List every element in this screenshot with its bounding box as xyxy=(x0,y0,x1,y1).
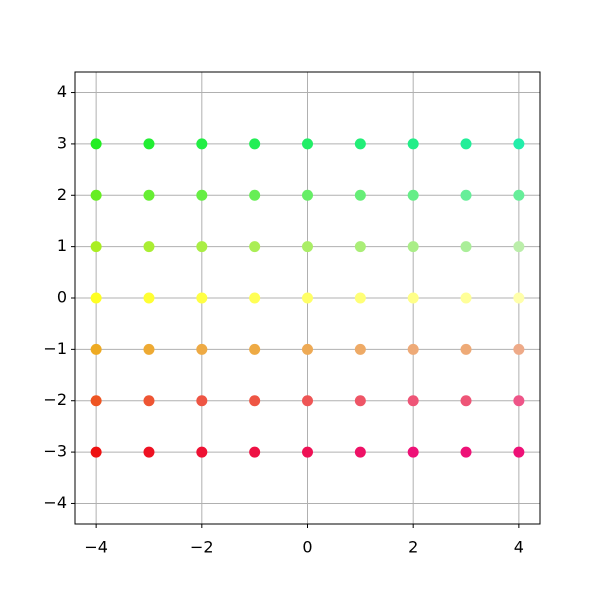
scatter-point xyxy=(249,343,261,355)
scatter-point xyxy=(513,446,525,458)
scatter-point xyxy=(460,138,472,150)
scatter-point xyxy=(302,138,313,150)
scatter-point xyxy=(407,189,419,201)
scatter-point xyxy=(90,446,102,458)
scatter-point xyxy=(513,241,525,253)
scatter-point xyxy=(513,189,525,201)
y-tick-label: 2 xyxy=(57,185,67,204)
y-tick-label: 0 xyxy=(57,288,67,307)
scatter-point xyxy=(354,446,366,458)
scatter-point xyxy=(302,241,313,253)
scatter-point xyxy=(407,138,419,150)
scatter-point xyxy=(407,343,419,355)
y-tick-label: −1 xyxy=(43,339,67,358)
scatter-point xyxy=(196,138,208,150)
y-tick-label: 3 xyxy=(57,133,67,152)
scatter-point xyxy=(460,343,472,355)
scatter-point xyxy=(90,241,102,253)
scatter-point xyxy=(302,395,313,407)
scatter-point xyxy=(90,343,102,355)
scatter-point xyxy=(249,189,261,201)
scatter-point xyxy=(354,189,366,201)
scatter-point xyxy=(143,343,155,355)
scatter-point xyxy=(143,138,155,150)
scatter-point xyxy=(196,189,208,201)
scatter-point xyxy=(407,446,419,458)
y-tick-label: −4 xyxy=(43,493,67,512)
scatter-point xyxy=(354,138,366,150)
scatter-point xyxy=(143,241,155,253)
scatter-point xyxy=(460,446,472,458)
scatter-point xyxy=(407,395,419,407)
scatter-point xyxy=(460,189,472,201)
scatter-point xyxy=(143,446,155,458)
y-tick-label: −3 xyxy=(43,442,67,461)
y-tick-label: −2 xyxy=(43,390,67,409)
scatter-point xyxy=(143,292,155,304)
y-tick-label: 1 xyxy=(57,236,67,255)
scatter-point xyxy=(354,343,366,355)
scatter-point xyxy=(196,446,208,458)
scatter-point xyxy=(513,138,525,150)
scatter-point xyxy=(354,241,366,253)
scatter-point xyxy=(143,395,155,407)
scatter-point xyxy=(249,138,261,150)
x-tick-label: 2 xyxy=(408,538,418,557)
scatter-point xyxy=(354,292,366,304)
x-tick-label: −2 xyxy=(190,538,214,557)
scatter-point xyxy=(354,395,366,407)
scatter-point xyxy=(302,446,313,458)
scatter-point xyxy=(90,189,102,201)
scatter-point xyxy=(249,241,261,253)
scatter-point xyxy=(407,292,419,304)
scatter-point xyxy=(90,292,102,304)
scatter-point xyxy=(513,343,525,355)
scatter-point xyxy=(196,292,208,304)
scatter-point xyxy=(143,189,155,201)
scatter-point xyxy=(513,292,525,304)
scatter-point xyxy=(460,292,472,304)
scatter-point xyxy=(302,189,313,201)
scatter-point xyxy=(513,395,525,407)
scatter-point xyxy=(302,343,313,355)
scatter-point xyxy=(460,395,472,407)
scatter-point xyxy=(249,395,261,407)
x-tick-label: −4 xyxy=(84,538,108,557)
scatter-point xyxy=(460,241,472,253)
scatter-point xyxy=(302,292,313,304)
scatter-point xyxy=(196,241,208,253)
scatter-point xyxy=(196,395,208,407)
scatter-point xyxy=(90,138,102,150)
y-tick-label: 4 xyxy=(57,82,67,101)
scatter-point xyxy=(249,446,261,458)
scatter-point xyxy=(196,343,208,355)
x-tick-label: 0 xyxy=(302,538,312,557)
scatter-point xyxy=(249,292,261,304)
scatter-point xyxy=(407,241,419,253)
x-tick-label: 4 xyxy=(514,538,524,557)
scatter-point xyxy=(90,395,102,407)
